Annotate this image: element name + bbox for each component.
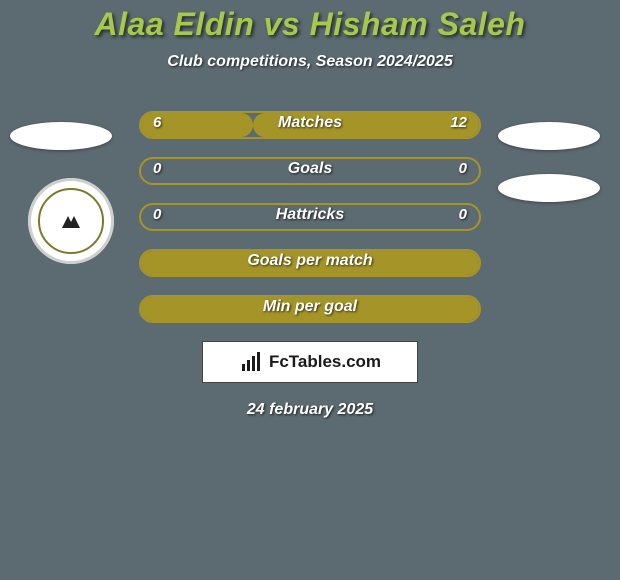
page-title: Alaa Eldin vs Hisham Saleh bbox=[0, 6, 620, 43]
team-left-badge bbox=[28, 178, 114, 264]
brand-badge: FcTables.com bbox=[202, 341, 418, 383]
date-label: 24 february 2025 bbox=[0, 401, 620, 419]
stat-label: Hattricks bbox=[139, 206, 481, 224]
stat-label: Matches bbox=[139, 114, 481, 132]
stat-row: 6Matches12 bbox=[139, 111, 481, 139]
stat-label: Goals per match bbox=[139, 252, 481, 270]
bar-chart-icon bbox=[239, 350, 263, 374]
brand-text: FcTables.com bbox=[269, 352, 381, 372]
stat-row: 0Goals0 bbox=[139, 157, 481, 185]
player-right-ellipse-2 bbox=[498, 174, 600, 202]
stat-row: Min per goal bbox=[139, 295, 481, 323]
player-right-ellipse-1 bbox=[498, 122, 600, 150]
team-left-crest-icon bbox=[54, 210, 88, 232]
player-left-ellipse bbox=[10, 122, 112, 150]
stat-right-value: 12 bbox=[450, 114, 467, 131]
subtitle: Club competitions, Season 2024/2025 bbox=[0, 53, 620, 71]
stat-right-value: 0 bbox=[459, 206, 467, 223]
stat-label: Goals bbox=[139, 160, 481, 178]
stat-label: Min per goal bbox=[139, 298, 481, 316]
stat-row: Goals per match bbox=[139, 249, 481, 277]
stat-right-value: 0 bbox=[459, 160, 467, 177]
stat-row: 0Hattricks0 bbox=[139, 203, 481, 231]
